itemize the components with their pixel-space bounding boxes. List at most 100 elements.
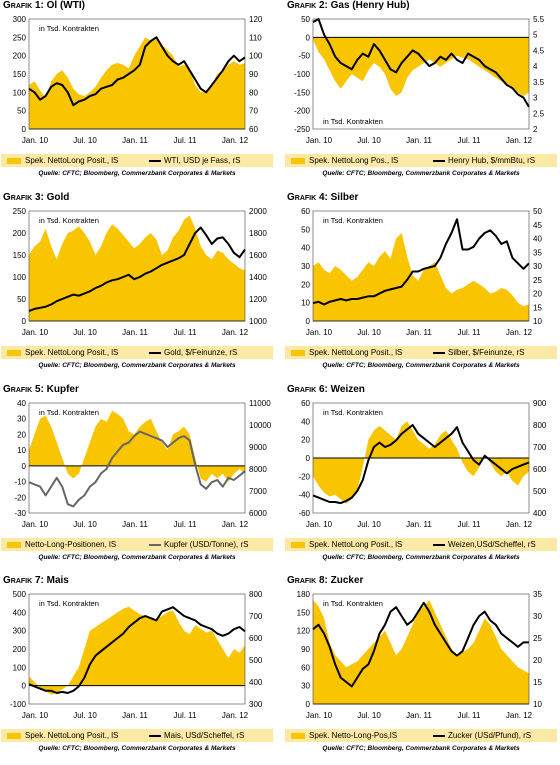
left-tick-label: 100 <box>13 273 27 282</box>
unit-label: in Tsd. Kontrakten <box>323 216 383 225</box>
chart-svg: -100 0 100 200 300 400 500 300 400 500 600 700 800 Ja… <box>10 590 263 720</box>
series-area-net-long <box>29 215 245 321</box>
legend-label-area: Netto-Long-Positionen, lS <box>25 540 117 549</box>
left-tick-label: 100 <box>13 88 27 97</box>
chart-svg: 0 10 20 30 40 50 60 10 15 20 25 30 35 40 45 50 Jan. 10 Ju… <box>301 207 542 337</box>
legend-label-line: Weizen,USd/Scheffel, rS <box>448 540 536 549</box>
chart-number: Grafik 8: <box>287 575 328 586</box>
legend-swatch-line <box>433 160 445 162</box>
chart-number: Grafik 4: <box>287 192 328 203</box>
x-tick-label: Jan. 12 <box>506 520 533 529</box>
x-tick-label: Jan. 10 <box>22 520 49 529</box>
left-tick-label: 400 <box>13 608 27 617</box>
right-tick-label: 400 <box>533 509 547 518</box>
chart-area: -30 -20 -10 0 10 20 30 40 6000 7000 8000 9000 10000 1… <box>1 397 273 538</box>
left-tick-label: 0 <box>22 125 27 134</box>
x-tick-label: Jan. 10 <box>22 328 49 337</box>
x-tick-label: Jul. 10 <box>357 136 381 145</box>
left-tick-label: 180 <box>297 590 311 599</box>
series-line-price <box>312 601 529 688</box>
left-tick-label: 20 <box>301 436 310 445</box>
chart-area: -60 -40 -20 0 20 40 60 400 500 600 700 800 900 Jan. 1… <box>285 397 557 538</box>
series-line-price <box>28 606 246 694</box>
right-tick-label: 700 <box>533 443 547 452</box>
chart-svg: 0 50 100 150 200 250 300 60 70 80 90 100 110 120 Jan. … <box>13 15 263 145</box>
x-tick-label: Jan. 12 <box>222 520 249 529</box>
chart-name: Silber <box>330 192 359 203</box>
x-tick-label: Jan. 11 <box>406 136 432 145</box>
legend-swatch-line <box>433 735 445 737</box>
left-tick-label: -30 <box>14 509 26 518</box>
plot-frame <box>312 402 530 514</box>
x-tick-label: Jan. 11 <box>406 711 432 720</box>
series-line-price <box>28 430 246 508</box>
chart-panel-weizen: Grafik 6: Weizen -60 -40 -20 0 20 40 60 400 500 60… <box>285 384 557 572</box>
series-area-net-long <box>313 421 529 504</box>
right-tick-label: 100 <box>249 52 263 61</box>
chart-title: Grafik 3: Gold <box>3 192 69 203</box>
right-tick-label: 500 <box>249 656 263 665</box>
left-tick-label: -40 <box>298 491 310 500</box>
legend-swatch-area <box>7 350 21 356</box>
left-tick-label: 30 <box>17 415 26 424</box>
plot-frame <box>312 18 530 130</box>
x-tick-label: Jul. 10 <box>73 711 97 720</box>
right-tick-label: 500 <box>533 487 547 496</box>
left-tick-label: 500 <box>13 590 27 599</box>
chart-panel-gas: Grafik 2: Gas (Henry Hub) -250 -200 -150 -10… <box>285 0 557 188</box>
legend-swatch-area <box>7 158 21 164</box>
chart-title: Grafik 2: Gas (Henry Hub) <box>287 0 410 11</box>
chart-number: Grafik 2: <box>287 0 328 11</box>
series-line-price <box>312 218 530 306</box>
x-tick-label: Jul. 11 <box>458 711 482 720</box>
chart-name: Gas (Henry Hub) <box>330 0 410 11</box>
chart-number: Grafik 3: <box>3 192 44 203</box>
legend-label-area: Spek. NettoLong Posit., lS <box>309 540 403 549</box>
chart-name: Gold <box>46 192 70 203</box>
legend-label-area: Spek. NettoLong Posit., lS <box>309 348 403 357</box>
left-tick-label: 0 <box>306 317 311 326</box>
chart-name: Weizen <box>330 384 365 395</box>
unit-label: in Tsd. Kontrakten <box>39 216 99 225</box>
x-tick-label: Jan. 11 <box>122 520 148 529</box>
x-tick-label: Jul. 10 <box>73 328 97 337</box>
series-area-net-long <box>29 410 245 482</box>
x-tick-label: Jan. 10 <box>306 136 333 145</box>
left-tick-label: 10 <box>17 446 26 455</box>
chart-panel-kupfer: Grafik 5: Kupfer -30 -20 -10 0 10 20 30 40 6000 70… <box>1 384 273 572</box>
series-area-net-long <box>29 606 245 695</box>
series-line-price <box>28 226 246 313</box>
left-tick-label: -250 <box>294 125 311 134</box>
right-tick-label: 1200 <box>249 295 267 304</box>
legend: Netto-Long-Positionen, lS Kupfer (USD/Ton… <box>1 538 273 551</box>
chart-svg: -250 -200 -150 -100 -50 0 50 2 2.5 3 3.5 4 4.5 5 5.5 Ja… <box>294 15 545 145</box>
x-tick-label: Jul. 11 <box>458 328 482 337</box>
legend-swatch-line <box>149 352 161 354</box>
source-note: Quelle: CFTC; Bloomberg, Commerzbank Cor… <box>322 745 520 752</box>
left-tick-label: 50 <box>301 15 310 24</box>
left-tick-label: -10 <box>14 478 26 487</box>
right-tick-label: 110 <box>249 33 262 42</box>
x-tick-label: Jul. 11 <box>174 136 198 145</box>
legend-swatch-area <box>7 733 21 739</box>
right-tick-label: 35 <box>533 248 542 257</box>
legend-swatch-line <box>433 352 445 354</box>
plot-frame <box>312 210 530 322</box>
left-tick-label: 60 <box>301 663 310 672</box>
plot-frame <box>28 593 246 705</box>
right-tick-label: 1600 <box>249 251 267 260</box>
series-area-net-long <box>313 37 529 96</box>
unit-label: in Tsd. Kontrakten <box>323 408 383 417</box>
right-tick-label: 5 <box>533 31 538 40</box>
left-tick-label: 200 <box>13 229 27 238</box>
legend-swatch-line <box>149 735 161 737</box>
right-tick-label: 11000 <box>249 399 271 408</box>
left-tick-label: 90 <box>301 645 310 654</box>
legend-swatch-area <box>7 542 21 548</box>
right-tick-label: 10000 <box>249 421 272 430</box>
right-tick-label: 5.5 <box>533 15 545 24</box>
left-tick-label: 0 <box>22 317 27 326</box>
legend-swatch-area <box>291 733 305 739</box>
plot-frame <box>28 210 246 322</box>
left-tick-label: 0 <box>306 454 311 463</box>
